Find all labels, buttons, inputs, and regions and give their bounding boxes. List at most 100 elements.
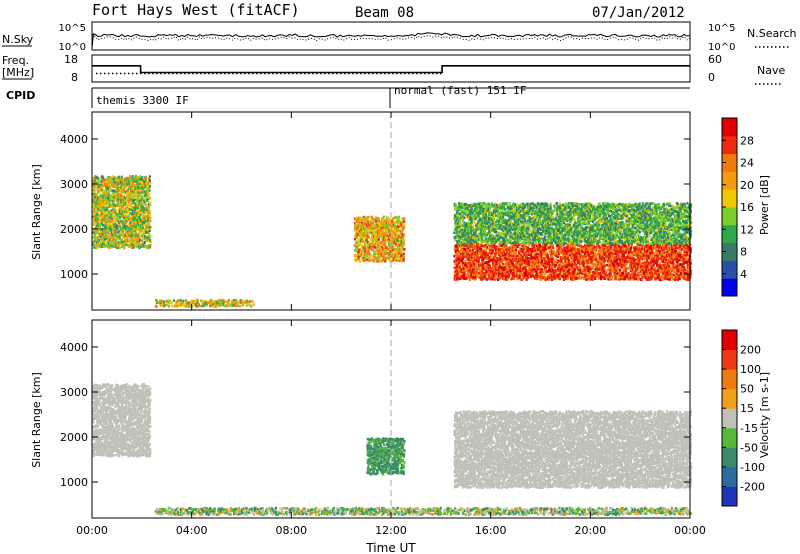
power-cell (96, 220, 99, 224)
power-cell (605, 263, 608, 267)
power-cell (612, 247, 615, 250)
power-cell (357, 233, 360, 237)
power-cell (662, 249, 665, 252)
power-cell (111, 233, 114, 237)
power-cell (681, 260, 684, 263)
cpid-label: CPID (6, 89, 35, 102)
power-cell (486, 261, 489, 264)
power-cell (363, 256, 367, 260)
power-cell (498, 262, 501, 265)
power-cell (359, 224, 362, 227)
nsky-line (91, 32, 691, 49)
power-cell (588, 247, 591, 250)
power-cell (668, 268, 672, 271)
power-cell (647, 252, 650, 255)
power-cell (473, 273, 476, 276)
power-cell (115, 212, 118, 216)
power-cell (568, 243, 571, 246)
power-cell (120, 175, 123, 179)
power-cell (92, 215, 95, 218)
power-cell (585, 246, 588, 249)
power-cell (538, 273, 541, 277)
power-cell (370, 219, 374, 222)
power-cell (540, 253, 543, 256)
power-cell (637, 277, 641, 280)
power-cell (522, 268, 526, 272)
power-cell (363, 228, 366, 232)
power-cell (136, 236, 139, 240)
power-cell (114, 210, 117, 213)
power-cell (670, 262, 673, 265)
power-cell (375, 235, 378, 239)
power-cell (477, 259, 480, 262)
power-cell (142, 223, 145, 226)
power-cell (588, 248, 591, 252)
power-cell (135, 218, 138, 222)
power-cell (560, 250, 563, 254)
power-cell (485, 264, 488, 267)
nsearch-tick-low: 10^0 (708, 42, 735, 53)
power-cell (102, 242, 106, 246)
power-cell (651, 265, 654, 268)
power-cell (659, 275, 662, 279)
power-cell (460, 247, 463, 251)
power-cell (495, 277, 498, 281)
power-cell (558, 270, 561, 274)
power-cell (599, 261, 602, 264)
power-cell (115, 241, 118, 245)
power-cell (544, 245, 547, 248)
power-cell (526, 271, 529, 274)
power-cell (559, 246, 562, 249)
power-cell (659, 254, 662, 257)
power-cell (533, 270, 536, 273)
power-cell (110, 213, 113, 217)
power-cell (484, 272, 487, 275)
power-cell (372, 231, 376, 234)
power-cell (657, 276, 660, 279)
power-cell (142, 230, 145, 233)
power-cell (400, 236, 403, 240)
power-cell (355, 236, 358, 239)
power-cell (663, 260, 667, 264)
power-cell (549, 247, 552, 251)
power-cell (514, 262, 517, 266)
power-cell (102, 181, 105, 184)
power-cell (664, 275, 667, 278)
power-cell (360, 250, 363, 253)
power-cell (661, 270, 664, 273)
power-cell (132, 246, 135, 249)
power-cell (120, 186, 123, 190)
power-cell (356, 216, 359, 220)
power-cell (549, 276, 552, 279)
power-cell (470, 275, 473, 278)
power-cell (528, 260, 531, 264)
power-cell (361, 225, 364, 228)
power-cell (125, 241, 128, 244)
power-cell (671, 248, 674, 251)
power-cell (679, 272, 682, 276)
power-cell (155, 301, 159, 305)
power-cell (634, 269, 638, 273)
power-cell (125, 221, 128, 225)
power-cell (616, 264, 619, 267)
power-cell (596, 244, 599, 247)
power-cell (599, 271, 603, 274)
nave-label: Nave (757, 64, 785, 77)
power-cell (601, 264, 604, 267)
power-cell (479, 270, 482, 273)
power-cell (358, 260, 361, 263)
power-cell (108, 180, 111, 184)
power-cell (658, 275, 661, 278)
power-cell (135, 228, 138, 231)
power-cell (629, 256, 632, 260)
power-cell (107, 187, 110, 191)
power-cell (123, 214, 126, 217)
power-cell (113, 199, 116, 203)
power-cell (534, 255, 537, 258)
power-cell (453, 254, 456, 258)
power-cell (242, 299, 245, 303)
power-cell (364, 258, 367, 262)
power-cell (649, 268, 652, 272)
power-cell (482, 276, 485, 279)
power-cell (387, 237, 390, 241)
